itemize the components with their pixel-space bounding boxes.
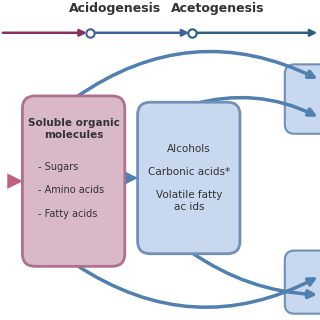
FancyBboxPatch shape bbox=[22, 96, 125, 266]
Text: Acetogenesis: Acetogenesis bbox=[171, 3, 264, 15]
FancyBboxPatch shape bbox=[285, 64, 320, 134]
Text: Soluble organic
molecules: Soluble organic molecules bbox=[28, 118, 120, 140]
FancyBboxPatch shape bbox=[285, 251, 320, 314]
FancyBboxPatch shape bbox=[138, 102, 240, 254]
Text: Alcohols

Carbonic acids*

Volatile fatty
ac ids: Alcohols Carbonic acids* Volatile fatty … bbox=[148, 144, 230, 212]
Text: Acidogenesis: Acidogenesis bbox=[69, 3, 161, 15]
Text: - Sugars

- Amino acids

- Fatty acids: - Sugars - Amino acids - Fatty acids bbox=[38, 162, 105, 219]
